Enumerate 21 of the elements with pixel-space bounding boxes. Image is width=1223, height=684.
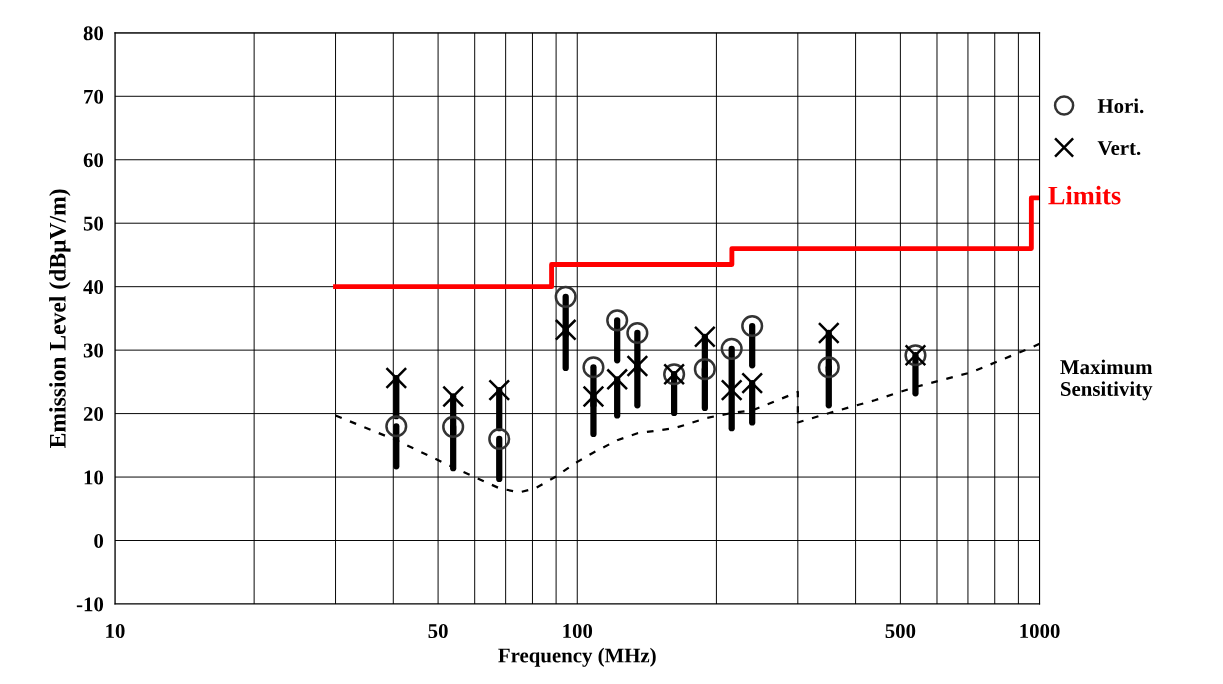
y-tick-label: 10 [84, 470, 104, 485]
y-axis-title: Emission Level (dBμV/m) [49, 189, 71, 448]
y-tick-label: -10 [76, 597, 104, 612]
x-tick-label: 10 [106, 624, 125, 639]
y-tick-label: 20 [83, 406, 104, 422]
series-label: Maximum Sensitivity [1060, 359, 1153, 401]
x-axis-title: Frequency (MHz) [498, 647, 656, 667]
legend-label: Vert. [1097, 141, 1141, 156]
legend-label: Hori. [1097, 98, 1144, 114]
y-tick-label: 70 [84, 89, 104, 104]
x-tick-label: 500 [885, 624, 916, 639]
series-label: Limits [1048, 185, 1121, 205]
x-tick-label: 1000 [1020, 624, 1060, 639]
y-tick-label: 0 [94, 533, 104, 548]
x-tick-label: 100 [563, 624, 593, 639]
y-tick-label: 80 [83, 26, 104, 41]
y-tick-label: 60 [83, 153, 104, 168]
x-tick-label: 50 [428, 624, 448, 639]
y-tick-label: 30 [83, 343, 104, 358]
y-tick-label: 40 [83, 280, 104, 295]
y-tick-label: 50 [83, 216, 104, 231]
